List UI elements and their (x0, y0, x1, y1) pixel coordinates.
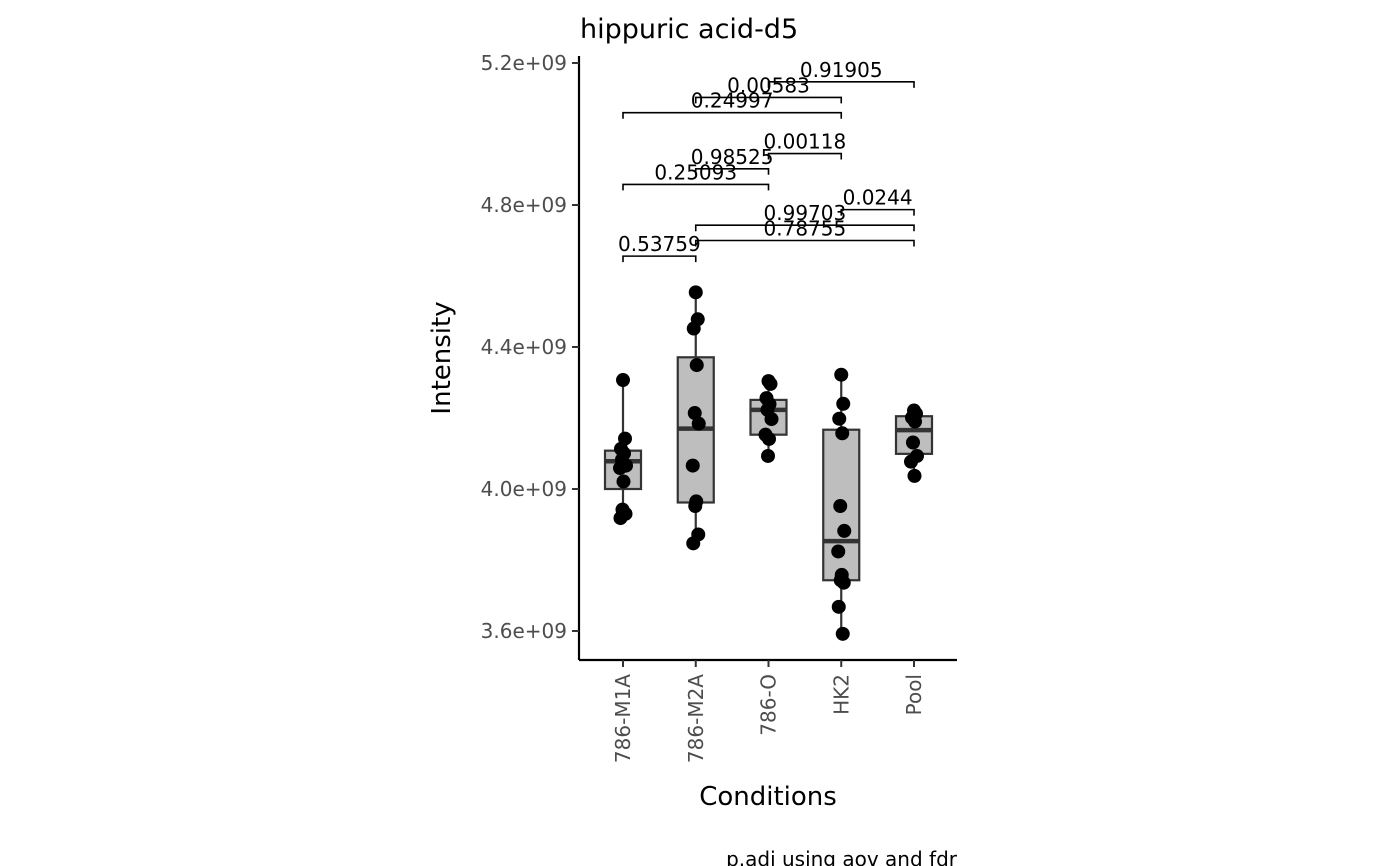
data-point (764, 412, 779, 427)
significance-bracket (622, 183, 770, 191)
x-axis-title: Conditions (699, 782, 837, 812)
significance-bracket (767, 152, 843, 160)
data-point (687, 406, 702, 421)
data-point (908, 414, 922, 429)
data-point (834, 367, 849, 382)
x-tick-label: 786-M1A (611, 674, 635, 763)
y-tick-label: 4.0e+09 (481, 477, 567, 501)
significance-bracket (767, 81, 915, 88)
p-value-label: 0.00118 (764, 130, 847, 154)
data-point (761, 448, 775, 463)
y-tick-label: 4.4e+09 (481, 335, 567, 359)
data-point (685, 458, 700, 473)
chart-title: hippuric acid-d5 (580, 14, 798, 45)
data-point (833, 499, 848, 514)
y-axis-title: Intensity (427, 301, 457, 414)
x-tick-label: 786-M2A (684, 674, 708, 763)
p-value-label: 0.99703 (764, 201, 847, 225)
p-value-label: 0.98525 (691, 145, 774, 169)
plot-area: 3.6e+09 4.0e+09 4.4e+09 4.8e+09 5.2e+09 786-M… (481, 51, 957, 763)
data-point (616, 474, 631, 489)
p-value-label: 0.78755 (764, 217, 847, 241)
significance-bracket (694, 167, 770, 175)
data-point (616, 373, 630, 388)
x-tick-label: 786-O (757, 674, 781, 736)
data-point (837, 523, 852, 538)
data-point (763, 376, 778, 391)
significance-bracket (622, 111, 843, 119)
y-tick-label: 3.6e+09 (481, 619, 567, 643)
y-tick-label: 4.8e+09 (481, 193, 567, 217)
significance-bracket (694, 224, 915, 232)
data-point (907, 468, 922, 483)
p-value-label: 0.24997 (691, 89, 774, 113)
data-point (613, 461, 627, 476)
p-value-label: 0.0244 (843, 186, 913, 210)
significance-bracket (622, 255, 697, 263)
data-point (835, 626, 850, 641)
p-value-label: 0.91905 (800, 58, 883, 82)
data-point (832, 411, 847, 426)
data-point (831, 599, 846, 614)
significance-bracket (840, 208, 915, 216)
data-point (686, 321, 701, 336)
data-point (689, 358, 704, 373)
data-point (904, 454, 918, 469)
data-point (688, 499, 703, 514)
data-point (762, 431, 776, 446)
data-point (686, 536, 701, 551)
p-value-label: 0.53759 (618, 232, 701, 256)
data-point (691, 416, 706, 431)
y-tick-label: 5.2e+09 (481, 51, 567, 75)
significance-bracket (694, 96, 843, 104)
data-point (831, 544, 846, 559)
significance-bracket (694, 239, 915, 247)
caption: p.adj using aov and fdr (726, 847, 958, 866)
data-point (836, 396, 851, 411)
x-tick-label: Pool (902, 674, 926, 715)
data-point (906, 435, 920, 450)
data-point (688, 285, 703, 300)
x-tick-label: HK2 (829, 674, 853, 715)
data-point (836, 575, 851, 590)
data-point (835, 426, 850, 441)
data-point (613, 511, 628, 526)
